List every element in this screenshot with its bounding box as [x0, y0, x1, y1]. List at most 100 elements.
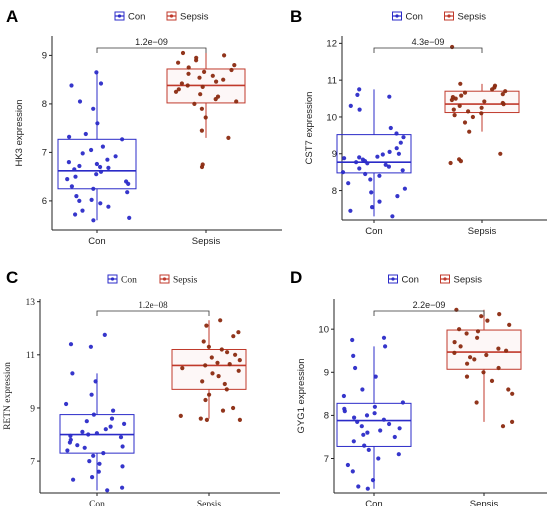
legend-key-dot: [110, 277, 115, 281]
legend-key-dot: [395, 14, 399, 18]
p-value-label: 2.2e−09: [413, 300, 446, 310]
data-point-con: [69, 184, 74, 189]
data-point-sepsis: [204, 417, 209, 422]
data-point-sepsis: [224, 387, 229, 392]
y-tick-label: 9: [30, 404, 35, 414]
data-point-sepsis: [500, 424, 506, 429]
panel-c: C Con Sepsis 7 9 11 13 Con Sepsis RETN expression…: [3, 268, 280, 506]
y-axis-title: HK3 expression: [14, 99, 25, 166]
data-point-sepsis: [452, 113, 457, 118]
data-point-sepsis: [218, 318, 223, 323]
x-tick-label-con: Con: [89, 500, 105, 506]
data-point-sepsis: [475, 335, 480, 340]
data-point-con: [89, 197, 94, 202]
data-point-con: [84, 419, 89, 424]
data-point-sepsis: [449, 97, 454, 103]
data-point-sepsis: [496, 365, 501, 371]
data-point-con: [95, 121, 100, 126]
data-point-sepsis: [472, 357, 477, 362]
data-point-con: [94, 431, 99, 436]
data-point-con: [68, 342, 74, 347]
data-point-sepsis: [207, 392, 212, 397]
data-point-sepsis: [452, 340, 457, 345]
data-point-con: [345, 462, 350, 468]
data-point-sepsis: [497, 312, 502, 317]
data-point-con: [370, 205, 375, 210]
data-point-con: [387, 94, 392, 99]
data-point-con: [91, 453, 96, 458]
data-point-sepsis: [453, 96, 458, 101]
legend-label-con: Con: [406, 12, 423, 23]
data-point-sepsis: [227, 362, 232, 367]
data-point-con: [373, 374, 378, 379]
data-point-con: [70, 371, 75, 376]
data-point-sepsis: [220, 408, 226, 413]
x-tick-label-con: Con: [365, 226, 382, 237]
data-point-sepsis: [470, 114, 475, 120]
data-point-sepsis: [236, 368, 241, 373]
data-point-sepsis: [229, 67, 234, 73]
data-point-sepsis: [234, 99, 239, 104]
legend-label-con: Con: [128, 12, 145, 23]
x-tick-label-sepsis: Sepsis: [470, 499, 499, 506]
data-point-sepsis: [203, 115, 208, 120]
data-point-con: [357, 87, 362, 92]
data-point-sepsis: [173, 89, 179, 94]
significance-bracket: [373, 310, 485, 316]
y-tick-label: 8: [42, 99, 47, 110]
y-tick-label: 8: [324, 411, 329, 422]
data-point-sepsis: [210, 73, 215, 78]
data-point-con: [365, 161, 370, 166]
x-tick-label-sepsis: Sepsis: [468, 226, 497, 237]
p-value-label: 1.2e−08: [138, 300, 168, 310]
data-point-con: [360, 387, 365, 392]
data-point-con: [364, 413, 370, 418]
data-point-con: [82, 445, 87, 450]
data-point-sepsis: [462, 120, 468, 125]
data-point-sepsis: [459, 93, 464, 98]
legend-label-sepsis: Sepsis: [458, 12, 487, 23]
significance-bracket: [96, 310, 210, 316]
data-point-sepsis: [233, 352, 238, 357]
data-point-con: [341, 393, 346, 399]
data-point-con: [394, 146, 399, 151]
data-point-sepsis: [458, 81, 463, 86]
panel-letter: D: [290, 268, 302, 287]
y-tick-label: 7: [324, 454, 329, 465]
panel-letter: C: [6, 268, 18, 287]
legend-key-dot: [391, 277, 395, 281]
data-point-sepsis: [213, 97, 218, 102]
data-point-sepsis: [179, 81, 184, 86]
data-point-sepsis: [457, 103, 462, 108]
data-point-con: [366, 447, 371, 452]
data-point-con: [357, 155, 362, 160]
data-point-con: [377, 173, 382, 178]
data-point-sepsis: [481, 370, 486, 375]
data-point-con: [400, 400, 405, 405]
data-point-sepsis: [203, 363, 208, 368]
data-point-con: [101, 451, 106, 456]
data-point-con: [361, 432, 366, 437]
data-point-con: [126, 181, 131, 186]
data-point-con: [369, 190, 374, 195]
data-point-con: [77, 163, 82, 169]
data-point-sepsis: [180, 366, 185, 371]
data-point-con: [362, 443, 367, 448]
data-point-sepsis: [186, 71, 191, 76]
data-point-sepsis: [199, 106, 204, 111]
data-point-con: [89, 147, 94, 153]
data-point-sepsis: [467, 129, 472, 134]
data-point-con: [353, 365, 358, 371]
data-point-con: [398, 140, 403, 145]
data-point-con: [94, 172, 99, 177]
y-axis-title: CST7 expression: [304, 92, 315, 165]
data-point-con: [66, 160, 71, 165]
data-point-con: [65, 177, 70, 182]
data-point-con: [83, 131, 88, 137]
data-point-con: [98, 81, 104, 86]
data-point-sepsis: [509, 419, 515, 424]
data-point-sepsis: [507, 322, 512, 327]
panel-letter: A: [6, 7, 18, 26]
box-con: [57, 138, 137, 190]
data-point-con: [98, 169, 104, 174]
